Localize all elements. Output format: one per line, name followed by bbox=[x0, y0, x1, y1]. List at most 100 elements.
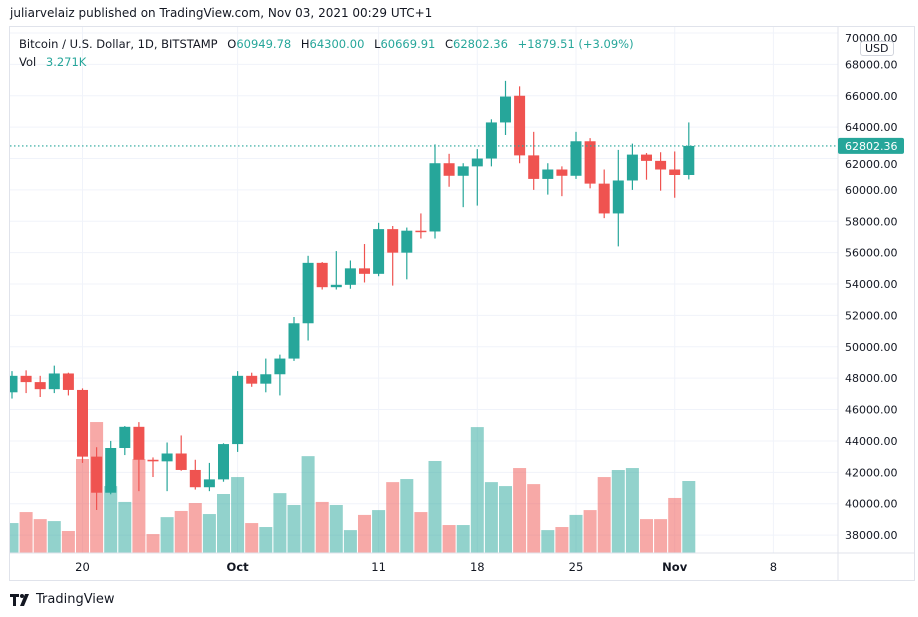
candle-body bbox=[316, 262, 328, 288]
candle-body bbox=[147, 459, 159, 462]
candle-body bbox=[175, 453, 187, 470]
volume-bar bbox=[343, 530, 357, 553]
candle-body bbox=[570, 141, 582, 176]
volume-bar bbox=[132, 459, 146, 553]
symbol-legend: Bitcoin / U.S. Dollar, 1D, BITSTAMP O609… bbox=[19, 35, 634, 71]
candle-body bbox=[105, 448, 117, 493]
volume-bar bbox=[301, 456, 315, 553]
candle-body bbox=[373, 229, 385, 274]
high-value: 64300.00 bbox=[309, 37, 365, 51]
y-tick-label: 68000.00 bbox=[845, 58, 898, 71]
y-tick-label: 46000.00 bbox=[845, 404, 898, 417]
candle-body bbox=[641, 154, 652, 161]
volume-bar bbox=[484, 482, 498, 553]
footer-logo-text: TradingView bbox=[36, 592, 115, 607]
volume-bar bbox=[287, 505, 301, 553]
volume-bar bbox=[499, 486, 512, 553]
candle-body bbox=[274, 358, 286, 375]
volume-bar bbox=[513, 468, 527, 553]
x-tick-label: Nov bbox=[662, 560, 688, 574]
x-tick-label: 20 bbox=[75, 560, 90, 574]
candle-body bbox=[161, 453, 173, 462]
candle-body bbox=[10, 375, 18, 393]
volume-bar bbox=[611, 470, 625, 553]
y-tick-label: 52000.00 bbox=[845, 309, 898, 322]
candle-body bbox=[655, 160, 667, 170]
volume-bar bbox=[470, 427, 484, 553]
high-label: H bbox=[300, 37, 310, 51]
open-label: O bbox=[227, 37, 237, 51]
candle-body bbox=[387, 229, 399, 253]
candle-body bbox=[288, 323, 300, 359]
volume-bar bbox=[668, 497, 682, 553]
candle-body bbox=[626, 154, 638, 181]
volume-bar bbox=[61, 530, 75, 553]
low-label: L bbox=[374, 37, 381, 51]
volume-bar bbox=[273, 493, 287, 553]
volume-bar bbox=[10, 523, 19, 553]
candle-body bbox=[415, 230, 427, 233]
close-label: C bbox=[445, 37, 454, 51]
volume-bar bbox=[259, 527, 273, 553]
volume-label: Vol bbox=[19, 55, 37, 69]
volume-bar bbox=[33, 519, 47, 553]
volume-bar bbox=[217, 494, 230, 553]
candle-body bbox=[556, 169, 568, 176]
volume-bar bbox=[76, 459, 89, 553]
y-tick-label: 64000.00 bbox=[845, 121, 898, 134]
volume-bar bbox=[19, 512, 33, 553]
candle-body bbox=[542, 169, 554, 179]
candle-body bbox=[232, 375, 244, 445]
chart-frame bbox=[9, 26, 915, 581]
volume-bar bbox=[146, 534, 160, 553]
y-tick-label: 42000.00 bbox=[845, 466, 898, 479]
candle-body bbox=[62, 373, 74, 390]
volume-bar bbox=[118, 501, 132, 553]
y-tick-label: 62000.00 bbox=[845, 158, 898, 171]
y-tick-label: 50000.00 bbox=[845, 341, 898, 354]
volume-bar bbox=[329, 505, 343, 553]
y-tick-label: 40000.00 bbox=[845, 498, 898, 511]
y-tick-label: 56000.00 bbox=[845, 247, 898, 260]
candle-body bbox=[457, 166, 469, 176]
low-value: 60669.91 bbox=[380, 37, 436, 51]
last-price-badge bbox=[838, 137, 904, 154]
volume-bar bbox=[47, 521, 61, 553]
candle-body bbox=[302, 262, 314, 324]
candle-body bbox=[500, 96, 511, 123]
candle-body bbox=[344, 268, 356, 285]
currency-button[interactable]: USD bbox=[860, 41, 894, 56]
candle-body bbox=[471, 158, 483, 167]
candle-body bbox=[528, 155, 540, 179]
candle-body bbox=[77, 389, 88, 457]
volume-bar bbox=[569, 514, 583, 553]
x-tick-label: Oct bbox=[227, 560, 250, 574]
candle-body bbox=[34, 382, 46, 390]
close-value: 62802.36 bbox=[453, 37, 508, 51]
volume-bar bbox=[541, 530, 555, 553]
volume-bar bbox=[527, 484, 541, 553]
candle-body bbox=[669, 169, 681, 175]
candle-body bbox=[429, 163, 441, 232]
candle-body bbox=[330, 284, 342, 288]
candle-body bbox=[612, 180, 624, 214]
y-tick-label: 44000.00 bbox=[845, 435, 898, 448]
volume-bar bbox=[174, 510, 188, 553]
tradingview-logo-icon bbox=[10, 593, 29, 606]
y-tick-label: 54000.00 bbox=[845, 278, 898, 291]
published-by-text: juliarvelaiz published on TradingView.co… bbox=[10, 6, 433, 20]
candle-body bbox=[218, 444, 229, 480]
volume-bar bbox=[104, 486, 118, 553]
volume-bar bbox=[202, 514, 216, 553]
volume-bar bbox=[231, 477, 245, 553]
candle-body bbox=[683, 145, 695, 175]
candle-body bbox=[584, 141, 596, 184]
y-tick-label: 48000.00 bbox=[845, 372, 898, 385]
volume-bar bbox=[640, 519, 653, 553]
candle-body bbox=[133, 426, 145, 460]
volume-bar bbox=[442, 525, 456, 553]
volume-bar bbox=[597, 477, 611, 553]
plot-area bbox=[10, 27, 838, 553]
volume-bar bbox=[583, 510, 597, 553]
